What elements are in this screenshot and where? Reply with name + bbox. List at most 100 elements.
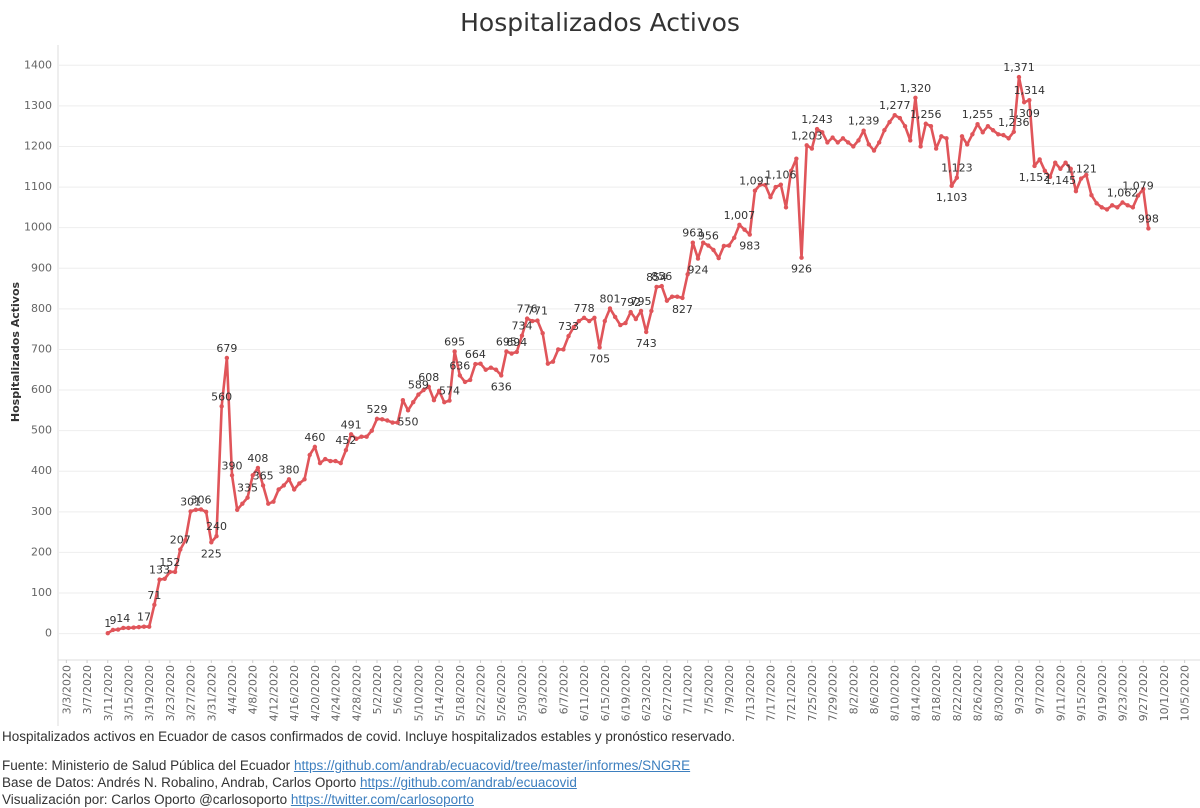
source-link[interactable]: https://twitter.com/carlosoporto — [290, 792, 474, 807]
point — [592, 315, 597, 320]
x-tick-label: 4/12/2020 — [267, 665, 280, 721]
data-label: 1,277 — [879, 99, 911, 112]
point — [913, 95, 918, 100]
source-link[interactable]: https://github.com/andrab/ecuacovid/tree… — [293, 758, 691, 773]
point — [514, 349, 519, 355]
y-tick-label: 200 — [31, 545, 52, 558]
point — [649, 308, 654, 314]
point — [644, 329, 649, 335]
x-tick-label: 7/13/2020 — [744, 665, 757, 721]
x-tick-label: 7/21/2020 — [785, 665, 798, 721]
data-label: 1,243 — [801, 113, 833, 126]
point — [276, 487, 281, 492]
data-label: 390 — [222, 459, 243, 472]
point — [499, 373, 504, 378]
x-tick-label: 6/15/2020 — [599, 665, 612, 721]
x-tick-label: 9/7/2020 — [1034, 665, 1047, 714]
point — [524, 316, 530, 321]
point — [1027, 98, 1032, 103]
x-tick-label: 7/1/2020 — [682, 665, 695, 714]
x-tick-label: 4/28/2020 — [350, 665, 363, 721]
point — [612, 314, 618, 320]
y-tick-label: 600 — [31, 383, 52, 396]
data-label: 636 — [449, 359, 470, 372]
source-link[interactable]: https://github.com/andrab/ecuacovid — [359, 775, 577, 790]
x-tick-label: 4/16/2020 — [288, 665, 301, 721]
x-tick-label: 7/9/2020 — [723, 665, 736, 714]
data-label: 733 — [558, 320, 579, 333]
x-tick-label: 6/7/2020 — [557, 665, 570, 714]
point — [675, 294, 680, 299]
point — [555, 347, 561, 352]
point — [245, 495, 250, 500]
point — [1068, 166, 1073, 172]
point — [235, 507, 240, 513]
point — [825, 140, 830, 145]
source-line: Fuente: Ministerio de Salud Pública del … — [2, 757, 735, 774]
point — [1073, 188, 1079, 194]
x-tick-label: 5/10/2020 — [412, 665, 425, 721]
data-label: 207 — [170, 534, 191, 547]
footer: Hospitalizados activos en Ecuador de cas… — [2, 728, 735, 808]
x-tick-label: 9/3/2020 — [1013, 665, 1026, 714]
point — [328, 458, 333, 464]
point — [405, 408, 411, 413]
point — [535, 318, 540, 323]
point — [1037, 157, 1042, 162]
point — [115, 627, 121, 632]
point — [876, 140, 882, 145]
data-label: 705 — [589, 352, 610, 365]
point — [768, 195, 773, 200]
point — [576, 318, 582, 324]
x-tick-label: 5/22/2020 — [475, 665, 488, 721]
data-label: 1,236 — [998, 116, 1030, 129]
y-axis-label: Hospitalizados Activos — [9, 281, 22, 422]
point — [587, 318, 592, 324]
point — [1115, 205, 1120, 210]
x-tick-label: 6/11/2020 — [578, 665, 591, 721]
data-label: 306 — [190, 493, 211, 506]
point — [302, 477, 307, 482]
point — [965, 142, 970, 147]
y-tick-label: 0 — [45, 627, 52, 640]
data-label: 856 — [651, 270, 672, 283]
data-label: 963 — [682, 227, 703, 240]
point — [799, 255, 804, 260]
y-tick-label: 500 — [31, 424, 52, 437]
data-label: 491 — [341, 418, 362, 431]
point — [1053, 160, 1058, 165]
point — [835, 140, 840, 145]
point — [229, 473, 235, 478]
data-label: 9 — [109, 614, 116, 627]
point — [374, 416, 380, 422]
point — [763, 182, 768, 188]
data-label: 550 — [398, 415, 419, 428]
x-tick-label: 8/2/2020 — [847, 665, 860, 714]
point — [157, 577, 162, 582]
x-tick-label: 8/26/2020 — [972, 665, 985, 721]
x-tick-label: 9/27/2020 — [1137, 665, 1150, 721]
point — [478, 361, 483, 366]
point — [871, 148, 877, 153]
point — [581, 315, 587, 320]
x-tick-label: 8/22/2020 — [951, 665, 964, 721]
point — [866, 142, 872, 147]
point — [659, 283, 664, 289]
point — [654, 284, 659, 290]
point — [530, 318, 535, 324]
point — [411, 400, 416, 405]
point — [752, 188, 758, 193]
point — [323, 456, 328, 462]
data-label: 924 — [687, 264, 708, 277]
data-label: 574 — [439, 385, 460, 398]
description: Hospitalizados activos en Ecuador de cas… — [2, 729, 736, 744]
point — [840, 136, 846, 141]
point — [281, 483, 286, 488]
data-label: 801 — [599, 292, 620, 305]
x-tick-label: 8/18/2020 — [930, 665, 943, 721]
point — [845, 140, 851, 145]
data-label: 695 — [444, 335, 465, 348]
x-tick-label: 9/11/2020 — [1054, 665, 1067, 721]
point — [348, 432, 354, 437]
point — [333, 458, 338, 464]
